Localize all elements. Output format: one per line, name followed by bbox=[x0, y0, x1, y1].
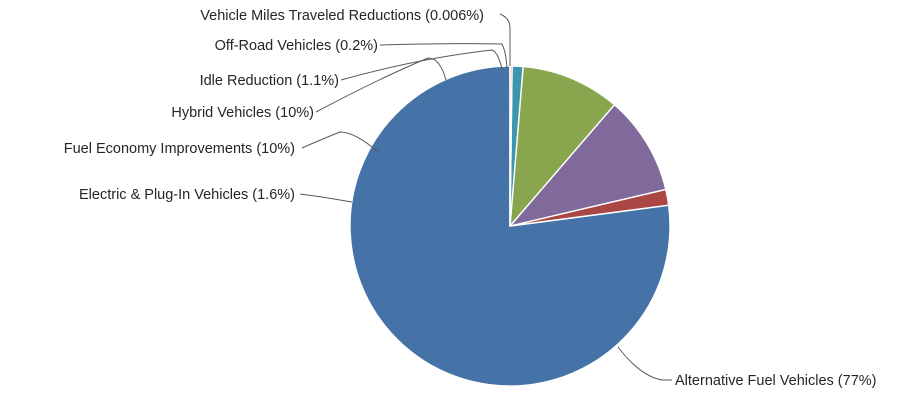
leader-line-7 bbox=[499, 13, 511, 66]
leader-line-2 bbox=[299, 193, 353, 203]
slice-label-5: Idle Reduction (1.1%) bbox=[200, 73, 339, 89]
pie-slices bbox=[349, 65, 671, 387]
leader-line-6 bbox=[379, 43, 508, 69]
slice-label-6: Off-Road Vehicles (0.2%) bbox=[215, 38, 378, 54]
leader-lines bbox=[299, 13, 672, 381]
leader-line-5 bbox=[340, 49, 503, 81]
slice-label-1: Alternative Fuel Vehicles (77%) bbox=[675, 373, 877, 389]
slice-label-4: Hybrid Vehicles (10%) bbox=[171, 105, 314, 121]
leader-line-3 bbox=[301, 131, 379, 153]
leader-line-1 bbox=[617, 346, 672, 381]
pie-slice-4 bbox=[509, 65, 616, 227]
pie-slice-3 bbox=[509, 104, 667, 227]
slice-label-7: Vehicle Miles Traveled Reductions (0.006… bbox=[200, 8, 484, 24]
slice-label-3: Fuel Economy Improvements (10%) bbox=[64, 141, 295, 157]
slice-labels: Alternative Fuel Vehicles (77%) Electric … bbox=[64, 8, 877, 389]
slice-label-2: Electric & Plug-In Vehicles (1.6%) bbox=[79, 187, 295, 203]
